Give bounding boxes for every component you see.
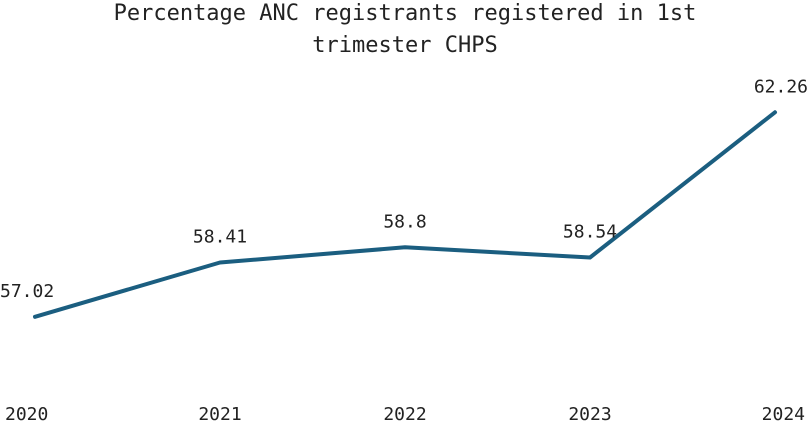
x-tick-label: 2024 — [762, 404, 805, 422]
chart-title: Percentage ANC registrants registered in… — [114, 1, 697, 58]
x-tick-label: 2022 — [383, 404, 426, 422]
x-tick-label: 2023 — [568, 404, 611, 422]
data-labels: 57.02 58.41 58.8 58.54 62.26 — [0, 76, 808, 301]
data-label: 58.41 — [193, 227, 247, 248]
chart-title-line-1: Percentage ANC registrants registered in… — [114, 1, 697, 26]
data-label: 62.26 — [754, 76, 808, 97]
data-label: 58.8 — [383, 211, 426, 232]
series-line — [33, 110, 777, 319]
data-label: 58.54 — [563, 222, 617, 243]
x-axis-tick-labels: 2020 2021 2022 2023 2024 — [5, 404, 805, 422]
x-tick-label: 2020 — [5, 404, 48, 422]
x-tick-label: 2021 — [198, 404, 241, 422]
data-label: 57.02 — [0, 281, 54, 302]
series-group — [33, 110, 777, 319]
chart-title-line-2: trimester CHPS — [312, 33, 497, 58]
